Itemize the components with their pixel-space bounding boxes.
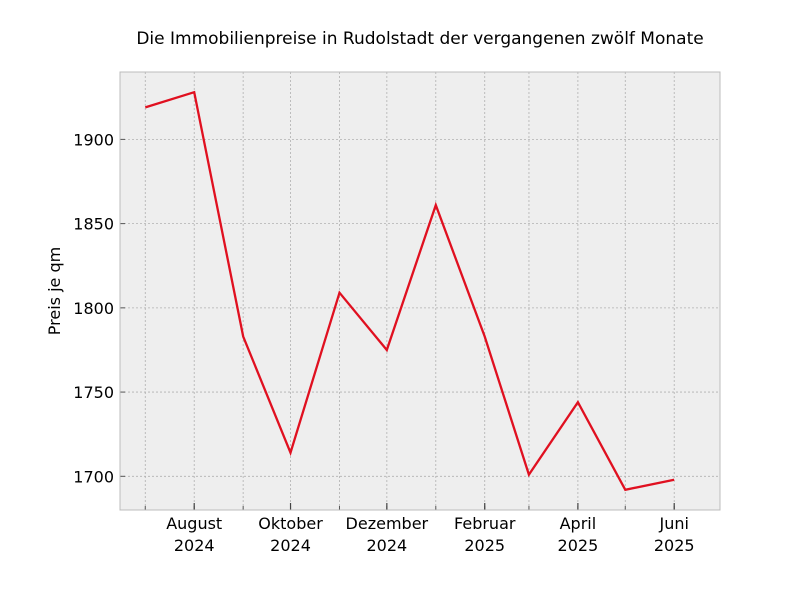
x-tick-label: Dezember 2024 xyxy=(346,514,429,555)
x-tick-label: August 2024 xyxy=(166,514,222,555)
y-tick-label: 1700 xyxy=(73,467,114,486)
x-tick-label: Februar 2025 xyxy=(454,514,516,555)
plot-area xyxy=(120,72,720,510)
y-tick-label: 1900 xyxy=(73,130,114,149)
series-lines xyxy=(144,90,675,492)
y-tick-label: 1850 xyxy=(73,215,114,234)
y-tick-label: 1800 xyxy=(73,299,114,318)
chart-title: Die Immobilienpreise in Rudolstadt der v… xyxy=(136,29,703,49)
plot-frame xyxy=(119,71,721,511)
x-tick-label: April 2025 xyxy=(558,514,599,555)
x-tick-label: Juni 2025 xyxy=(654,514,695,555)
y-tick-label: 1750 xyxy=(73,383,114,402)
axis-ticks: 1700 1750 1800 1850 1900 August 2024 Oktober 202… xyxy=(73,130,694,555)
x-tick-label: Oktober 2024 xyxy=(258,514,323,555)
series-line xyxy=(144,90,675,492)
y-axis-label: Preis je qm xyxy=(45,247,64,335)
